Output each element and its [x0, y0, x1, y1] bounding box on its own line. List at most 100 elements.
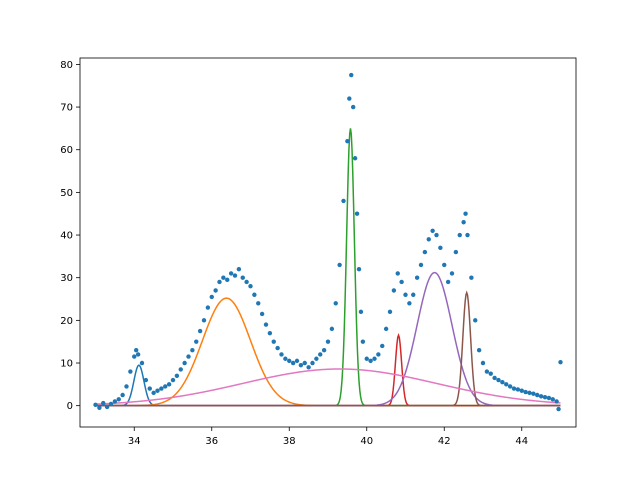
x-tick-label: 42 [438, 436, 451, 447]
plot-frame [79, 57, 577, 428]
scatter-point-23 [174, 373, 180, 379]
scatter-point-128 [558, 359, 563, 365]
scatter-point-5 [108, 401, 114, 407]
scatter-point-78 [372, 356, 377, 361]
scatter-point-11 [132, 354, 137, 359]
scatter-point-88 [411, 292, 416, 297]
scatter-point-82 [387, 309, 393, 315]
scatter-point-69 [349, 72, 354, 78]
scatter-point-62 [325, 339, 331, 344]
y-tick-label: 40 [60, 231, 73, 242]
scatter-point-2 [97, 405, 102, 410]
y-tick-label: 0 [67, 401, 73, 412]
y-tick-label: 50 [60, 188, 73, 199]
scatter-point-32 [209, 294, 214, 300]
scatter-point-67 [345, 138, 350, 144]
scatter-point-22 [170, 377, 176, 383]
scatter-point-48 [271, 339, 276, 344]
fit-curves [95, 128, 561, 407]
scatter-point-27 [190, 348, 195, 353]
scatter-point-114 [507, 384, 513, 389]
scatter-point-66 [341, 198, 346, 204]
scatter-point-42 [248, 284, 253, 289]
scatter-point-100 [457, 232, 462, 238]
scatter-point-60 [318, 352, 323, 357]
scatter-point-75 [360, 339, 366, 344]
scatter-point-86 [403, 292, 408, 297]
scatter-point-68 [347, 96, 352, 101]
scatter-point-119 [527, 390, 532, 396]
scatter-point-93 [430, 228, 435, 233]
scatter-point-17 [151, 390, 156, 396]
scatter-point-103 [465, 232, 470, 238]
scatter-point-43 [252, 292, 257, 297]
y-tick-label: 30 [60, 273, 73, 284]
scatter-point-76 [364, 356, 369, 361]
scatter-point-45 [259, 311, 265, 317]
scatter-point-64 [333, 301, 338, 306]
scatter-point-36 [225, 277, 230, 283]
x-tick-label: 36 [205, 436, 218, 447]
scatter-point-91 [422, 249, 428, 255]
scatter-point-104 [469, 275, 474, 280]
scatter-point-41 [244, 279, 249, 285]
scatter-point-34 [217, 279, 222, 285]
x-tick-label: 38 [283, 436, 296, 447]
scatter-point-73 [356, 266, 362, 272]
scatter-point-79 [376, 352, 381, 357]
scatter-point-97 [445, 279, 451, 285]
scatter-point-7 [116, 397, 121, 402]
scatter-point-72 [354, 211, 360, 216]
scatter-point-96 [442, 262, 447, 268]
scatter-point-57 [306, 365, 311, 370]
scatter-point-56 [302, 360, 307, 366]
scatter-point-49 [275, 345, 280, 351]
scatter-point-85 [399, 279, 404, 285]
scatter-point-89 [414, 275, 420, 280]
scatter-point-101 [461, 220, 466, 225]
scatter-point-37 [228, 271, 234, 276]
scatter-point-81 [383, 326, 389, 332]
scatter-point-53 [290, 360, 296, 366]
scatter-point-98 [449, 271, 455, 276]
scatter-point-33 [213, 288, 218, 293]
scatter-point-20 [163, 384, 168, 389]
y-axis: 0 10 20 30 40 50 60 70 80 [60, 60, 80, 412]
y-tick-label: 80 [60, 60, 73, 71]
scatter-point-108 [484, 369, 490, 374]
scatter-point-15 [143, 377, 149, 383]
scatter-point-87 [407, 301, 412, 306]
scatter-point-28 [194, 339, 199, 344]
scatter-point-126 [554, 399, 559, 404]
scatter-point-38 [232, 273, 238, 278]
scatter-point-92 [426, 237, 431, 242]
scatter-point-120 [531, 391, 536, 396]
scatter-point-117 [519, 388, 524, 393]
scatter-point-77 [368, 358, 373, 364]
scatter-point-4 [104, 404, 110, 410]
x-tick-label: 44 [515, 436, 528, 447]
scatter-point-47 [267, 330, 273, 336]
scatter-point-124 [546, 395, 552, 401]
scatter-point-26 [186, 354, 191, 359]
scatter-point-105 [473, 318, 478, 323]
y-tick-label: 70 [60, 103, 73, 114]
scatter-point-1 [93, 402, 98, 408]
scatter-point-9 [124, 384, 129, 389]
scatter-point-94 [434, 232, 439, 238]
scatter-point-113 [504, 382, 509, 387]
scatter-point-70 [350, 104, 356, 110]
scatter-point-35 [221, 275, 226, 280]
fit-curve-7 [95, 368, 561, 405]
scatter-point-107 [480, 360, 486, 366]
y-tick-label: 10 [60, 359, 73, 370]
scatter-point-18 [155, 388, 160, 393]
scatter-point-106 [476, 348, 482, 353]
scatter-point-16 [147, 386, 152, 391]
scatter-point-83 [391, 288, 397, 293]
scatter-point-25 [182, 360, 187, 366]
scatter-point-109 [488, 371, 493, 376]
x-axis: 34 36 38 40 42 44 [128, 427, 528, 447]
y-tick-label: 20 [60, 316, 73, 327]
scatter-point-59 [314, 356, 319, 361]
